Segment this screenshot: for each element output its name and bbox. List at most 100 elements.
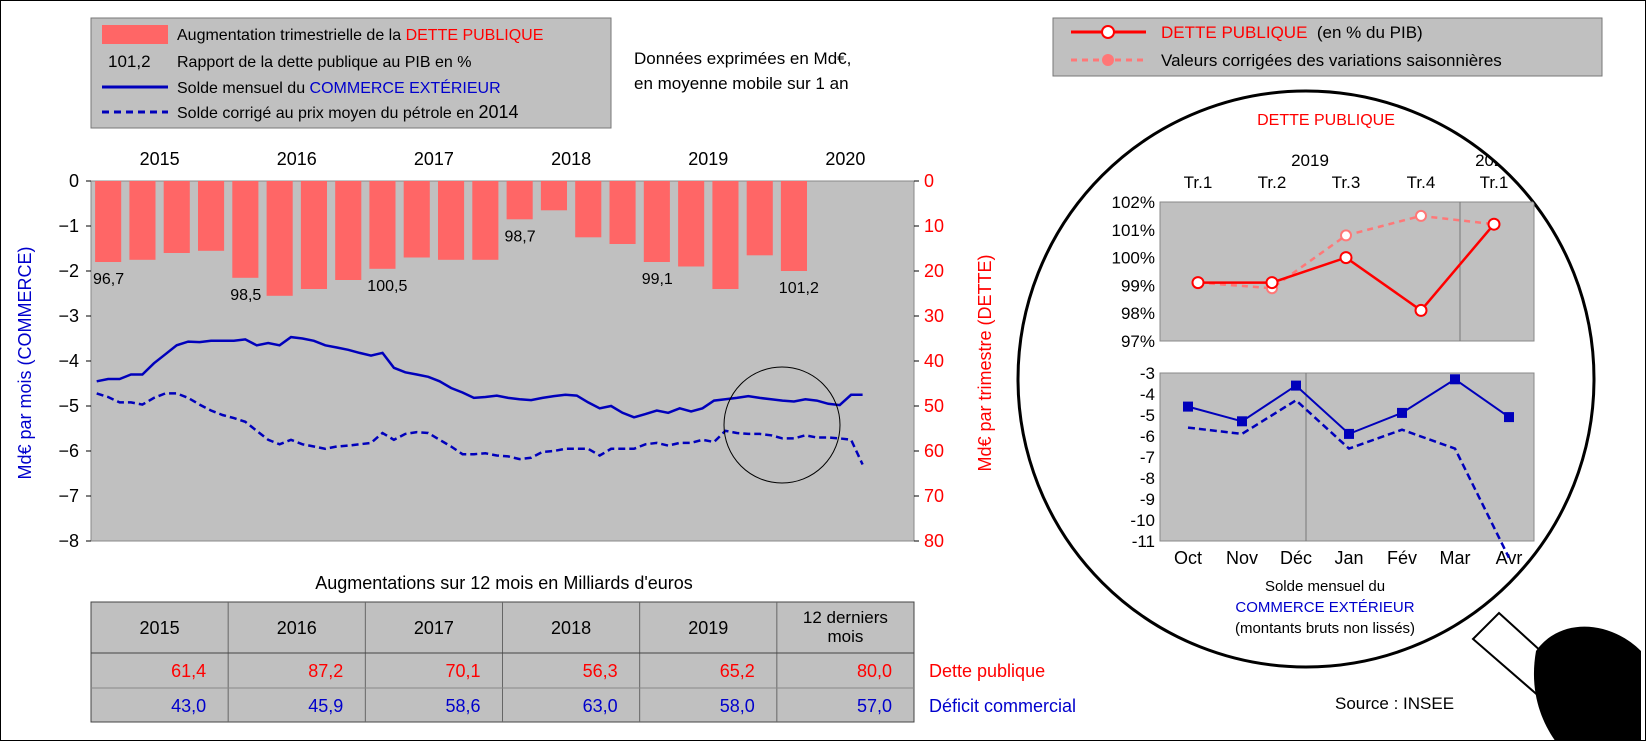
table-value-cell: 63,0 [583, 696, 618, 716]
commerce-plot-area [1159, 372, 1535, 542]
debt-xtick-label: Tr.1 [1184, 173, 1213, 192]
ytick-left-label: −5 [58, 396, 79, 416]
dette-bar [506, 181, 533, 220]
dette-bar [438, 181, 465, 260]
commerce-xtick-label: Déc [1280, 548, 1312, 568]
table-value-cell: 70,1 [445, 661, 480, 681]
commerce-ytick-label: -7 [1140, 448, 1155, 467]
table-title: Augmentations sur 12 mois en Milliards d… [315, 573, 693, 593]
table-value-cell: 87,2 [308, 661, 343, 681]
ytick-right-label: 20 [924, 261, 944, 281]
table-header-cell: 2015 [140, 618, 180, 638]
ytick-left-label: −1 [58, 216, 79, 236]
dette-bar [232, 181, 259, 278]
ytick-right-label: 50 [924, 396, 944, 416]
commerce-xtick-label: Jan [1334, 548, 1363, 568]
note-line-2: en moyenne mobile sur 1 an [634, 74, 849, 93]
legend-item-cvs: Valeurs corrigées des variations saisonn… [1161, 51, 1502, 70]
debt-xtick-label: Tr.2 [1258, 173, 1287, 192]
red-bar-swatch-icon [102, 25, 168, 44]
table-header-cell: 12 derniers mois [803, 608, 888, 646]
debt-chart: 102% 101% 100% 99% 98% 97% Tr.1 Tr.2 Tr.3 Tr.4 Tr.… [1112, 173, 1509, 351]
dette-bar [266, 181, 293, 296]
dette-bar [746, 181, 773, 256]
table-cells: 2015 2016 2017 2018 2019 12 derniers mois 61,4 8… [140, 608, 1076, 716]
table-value-cell: 80,0 [857, 661, 892, 681]
ytick-left-label: −8 [58, 531, 79, 551]
commerce-square-point [1504, 412, 1514, 423]
year-label: 2019 [688, 149, 728, 169]
legend-ratio-sample: 101,2 [108, 52, 151, 71]
magnifier-title: DETTE PUBLIQUE [1257, 112, 1395, 129]
legend-item-commerce-corrige: Solde corrigé au prix moyen du pétrole e… [177, 102, 519, 122]
table-row-label: Déficit commercial [929, 696, 1076, 716]
table-value-cell: 58,0 [720, 696, 755, 716]
filled-circle-marker-icon [1102, 54, 1114, 66]
debt-ytick-label: 101% [1112, 221, 1155, 240]
ratio-label: 98,7 [505, 228, 536, 245]
debt-ytick-label: 99% [1121, 276, 1155, 295]
ytick-right-label: 60 [924, 441, 944, 461]
commerce-square-point [1450, 374, 1460, 385]
table-value-cell: 58,6 [445, 696, 480, 716]
summary-table: Augmentations sur 12 mois en Milliards d… [90, 573, 1076, 723]
dette-bar [609, 181, 636, 244]
legend-left: Augmentation trimestrielle de la DETTE P… [90, 17, 612, 129]
legend-item-dette: DETTE PUBLIQUE (en % du PIB) [1161, 23, 1423, 42]
dette-bar [198, 181, 225, 251]
ytick-left-label: −6 [58, 441, 79, 461]
debt-xtick-label: Tr.3 [1332, 173, 1361, 192]
commerce-square-point [1291, 380, 1301, 391]
table-value-cell: 56,3 [583, 661, 618, 681]
commerce-lines [96, 335, 864, 466]
ytick-left-label: −3 [58, 306, 79, 326]
ratio-label: 96,7 [93, 271, 124, 288]
commerce-ytick-label: -11 [1132, 532, 1155, 551]
dette-bar [335, 181, 362, 280]
ytick-left-label: 0 [69, 171, 79, 191]
table-value-cell: 57,0 [857, 696, 892, 716]
commerce-xtick-label: Oct [1174, 548, 1202, 568]
year-label: 2020 [825, 149, 865, 169]
table-header-cell: 2018 [551, 618, 591, 638]
main-axes: 0 −1 −2 −3 −4 −5 −6 −7 −8 0 10 20 30 40 50 60 70 80 2015 20… [58, 149, 944, 551]
dette-bars [95, 181, 807, 296]
debt-ytick-label: 100% [1112, 249, 1155, 268]
legend-right: DETTE PUBLIQUE (en % du PIB) Valeurs cor… [1052, 17, 1603, 77]
debt-point [1487, 217, 1501, 231]
table-row-label: Dette publique [929, 661, 1045, 681]
commerce-square-point [1397, 407, 1407, 418]
debt-ytick-label: 98% [1121, 304, 1155, 323]
commerce-corrige-line [96, 392, 864, 466]
debt-point [1414, 303, 1428, 317]
commerce-square-point [1183, 401, 1193, 412]
table-grid [91, 602, 914, 722]
dette-bar [712, 181, 739, 289]
ratio-label: 99,1 [642, 271, 673, 288]
table-value-cell: 45,9 [308, 696, 343, 716]
commerce-ytick-label: -4 [1140, 385, 1155, 404]
commerce-square-point [1237, 416, 1247, 427]
debt-ytick-label: 102% [1112, 193, 1155, 212]
dette-bar [129, 181, 156, 260]
ytick-right-label: 30 [924, 306, 944, 326]
legend-right-box [1052, 17, 1603, 77]
dette-bar [540, 181, 567, 211]
table-value-cell: 61,4 [171, 661, 206, 681]
commerce-corrige-sub-line [1187, 398, 1511, 559]
year-label: 2016 [277, 149, 317, 169]
legend-item-ratio: Rapport de la dette publique au PIB en % [177, 54, 471, 71]
commerce-xtick-label: Nov [1226, 548, 1258, 568]
ylabel-left: Md€ par mois (COMMERCE) [15, 246, 35, 479]
commerce-caption-line-3: (montants bruts non lissés) [1235, 620, 1415, 637]
dette-bar [300, 181, 327, 289]
commerce-caption-line-2: COMMERCE EXTÉRIEUR [1235, 599, 1414, 616]
ratio-label: 98,5 [230, 287, 261, 304]
legend-item-commerce: Solde mensuel du COMMERCE EXTÉRIEUR [177, 78, 501, 97]
dette-bar [163, 181, 190, 253]
table-header-cell: 2017 [414, 618, 454, 638]
open-circle-marker-icon [1101, 25, 1115, 39]
legend-item-dette-increase: Augmentation trimestrielle de la DETTE P… [177, 27, 543, 44]
ytick-right-label: 70 [924, 486, 944, 506]
